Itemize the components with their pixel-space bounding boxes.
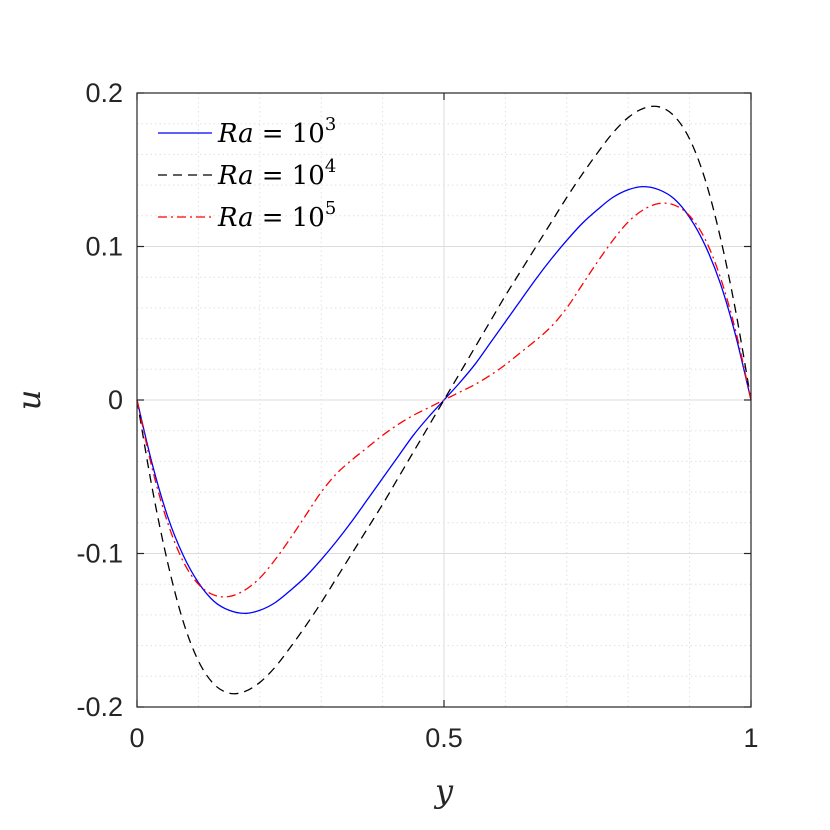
y-tick-label: -0.2 bbox=[76, 692, 123, 722]
axis-ticks bbox=[136, 92, 752, 708]
series-line-3 bbox=[136, 202, 752, 598]
x-tick-label: 0.5 bbox=[425, 723, 463, 753]
y-tick-label: 0 bbox=[108, 385, 123, 415]
x-tick-label: 0 bbox=[129, 723, 144, 753]
y-tick-label: -0.1 bbox=[76, 539, 123, 569]
tick-labels: 0 0.5 1 -0.2 -0.1 0 0.1 0.2 bbox=[76, 78, 758, 753]
x-axis-label: y bbox=[433, 772, 454, 810]
legend-label-2: Ra = 104 bbox=[217, 156, 336, 191]
y-axis-label: u bbox=[10, 390, 48, 411]
series-line-2 bbox=[136, 105, 752, 695]
x-tick-label: 1 bbox=[743, 723, 758, 753]
y-tick-label: 0.2 bbox=[85, 78, 123, 108]
legend-label-3: Ra = 105 bbox=[217, 198, 336, 233]
y-tick-label: 0.1 bbox=[85, 232, 123, 262]
series-layer bbox=[136, 105, 752, 695]
legend-label-1: Ra = 103 bbox=[217, 114, 336, 149]
legend: Ra = 103 Ra = 104 Ra = 105 bbox=[158, 114, 336, 233]
